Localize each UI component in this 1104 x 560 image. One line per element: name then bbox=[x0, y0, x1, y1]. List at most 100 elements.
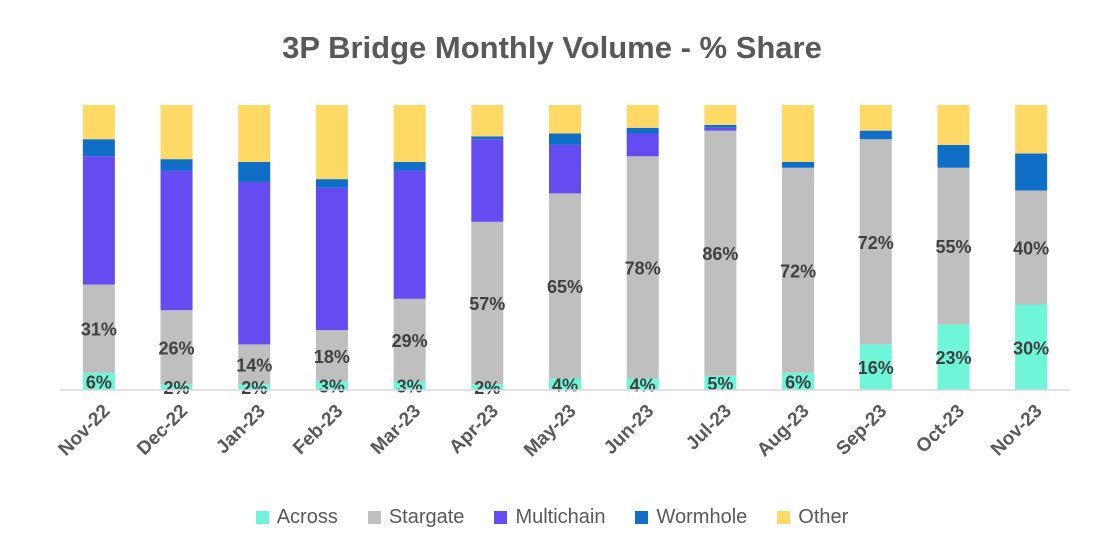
data-label-across-jun-23: 4% bbox=[630, 375, 656, 395]
data-label-stargate-jun-23: 78% bbox=[625, 258, 661, 278]
bar-across-feb-23 bbox=[315, 381, 348, 390]
bar-across-aug-23 bbox=[782, 372, 815, 390]
bar-wormhole-mar-23 bbox=[393, 162, 426, 171]
x-tick-label: Jan-23 bbox=[212, 401, 269, 458]
bar-other-mar-23 bbox=[393, 105, 426, 162]
bar-other-may-23 bbox=[549, 105, 581, 134]
x-tick-label: Mar-23 bbox=[367, 401, 425, 459]
bar-stargate-jul-23 bbox=[704, 130, 737, 376]
data-label-across-aug-23: 6% bbox=[785, 372, 811, 392]
bar-across-mar-23 bbox=[393, 381, 426, 390]
bar-stargate-feb-23 bbox=[315, 330, 348, 382]
bar-across-jul-23 bbox=[704, 375, 737, 390]
legend-item-stargate: Stargate bbox=[367, 506, 465, 529]
bar-across-dec-22 bbox=[160, 384, 193, 390]
bar-other-sep-23 bbox=[859, 105, 892, 131]
bar-across-apr-23 bbox=[471, 384, 504, 390]
data-label-across-mar-23: 3% bbox=[397, 377, 423, 397]
bar-other-oct-23 bbox=[937, 105, 970, 145]
data-label-stargate-sep-23: 72% bbox=[858, 233, 894, 253]
bar-multichain-jan-23 bbox=[238, 181, 271, 345]
bar-wormhole-aug-23 bbox=[782, 162, 815, 168]
data-label-stargate-nov-22: 31% bbox=[81, 320, 117, 340]
data-label-across-oct-23: 23% bbox=[935, 348, 971, 368]
bar-across-sep-23 bbox=[859, 344, 892, 390]
data-label-across-jul-23: 5% bbox=[707, 374, 733, 394]
bar-across-nov-23 bbox=[1015, 304, 1048, 390]
data-label-stargate-aug-23: 72% bbox=[780, 261, 816, 281]
bar-stargate-sep-23 bbox=[859, 139, 892, 345]
data-label-stargate-jul-23: 86% bbox=[702, 244, 738, 264]
bar-across-jan-23 bbox=[238, 384, 271, 390]
bar-wormhole-jun-23 bbox=[626, 127, 659, 134]
bar-multichain-jul-23 bbox=[704, 127, 737, 131]
bar-multichain-apr-23 bbox=[471, 139, 504, 222]
x-tick-label: Dec-22 bbox=[133, 401, 192, 460]
legend-label-multichain: Multichain bbox=[515, 506, 606, 528]
bar-wormhole-jul-23 bbox=[704, 124, 737, 128]
x-tick-label: May-23 bbox=[520, 401, 580, 461]
data-label-stargate-may-23: 65% bbox=[547, 277, 583, 297]
x-tick-label: Nov-22 bbox=[55, 401, 115, 461]
data-label-across-feb-23: 3% bbox=[319, 377, 345, 397]
bar-wormhole-dec-22 bbox=[160, 159, 193, 171]
bar-multichain-jun-23 bbox=[626, 133, 659, 157]
bar-wormhole-apr-23 bbox=[471, 136, 504, 140]
bar-across-may-23 bbox=[549, 378, 581, 390]
bar-multichain-feb-23 bbox=[315, 187, 348, 331]
x-tick-label: Jun-23 bbox=[600, 401, 658, 459]
legend-item-multichain: Multichain bbox=[494, 506, 605, 529]
bar-stargate-jan-23 bbox=[238, 344, 271, 385]
bar-stargate-may-23 bbox=[549, 193, 581, 379]
data-label-across-dec-22: 2% bbox=[164, 378, 190, 398]
legend-swatch-other bbox=[777, 511, 791, 524]
legend-label-other: Other bbox=[798, 506, 849, 528]
legend-item-across: Across bbox=[255, 506, 338, 529]
data-label-across-jan-23: 2% bbox=[241, 378, 267, 398]
x-tick-label: Nov-23 bbox=[987, 401, 1047, 461]
bar-other-jan-23 bbox=[238, 105, 271, 162]
bar-other-jul-23 bbox=[704, 105, 737, 125]
bar-across-nov-22 bbox=[82, 372, 115, 390]
bar-other-nov-22 bbox=[82, 105, 115, 140]
data-label-stargate-feb-23: 18% bbox=[314, 347, 350, 367]
data-label-across-apr-23: 2% bbox=[474, 378, 500, 398]
x-tick-label: Apr-23 bbox=[445, 401, 502, 458]
x-tick-label: Aug-23 bbox=[753, 401, 813, 461]
legend-swatch-stargate bbox=[367, 511, 381, 524]
data-label-across-may-23: 4% bbox=[552, 375, 578, 395]
bar-wormhole-may-23 bbox=[549, 133, 581, 145]
bar-other-apr-23 bbox=[471, 105, 504, 137]
x-tick-label: Jul-23 bbox=[682, 401, 736, 455]
data-label-stargate-mar-23: 29% bbox=[392, 331, 428, 351]
x-tick-label: Feb-23 bbox=[289, 401, 347, 459]
bar-wormhole-oct-23 bbox=[937, 144, 970, 168]
legend-label-stargate: Stargate bbox=[388, 506, 465, 528]
bar-stargate-nov-22 bbox=[82, 284, 115, 373]
bar-stargate-mar-23 bbox=[393, 298, 426, 382]
bar-across-jun-23 bbox=[626, 378, 659, 390]
bar-wormhole-nov-22 bbox=[82, 139, 115, 157]
data-label-across-sep-23: 16% bbox=[858, 358, 894, 378]
bar-stargate-oct-23 bbox=[937, 167, 970, 325]
chart-title: 3P Bridge Monthly Volume - % Share bbox=[282, 30, 822, 65]
x-tick-label: Oct-23 bbox=[912, 401, 969, 458]
bar-stargate-apr-23 bbox=[471, 221, 504, 385]
legend-swatch-across bbox=[255, 511, 269, 524]
chart-legend: Across Stargate Multichain Wormhole Othe… bbox=[0, 506, 1104, 529]
data-label-across-nov-22: 6% bbox=[86, 372, 112, 392]
legend-swatch-wormhole bbox=[635, 511, 649, 524]
bar-across-oct-23 bbox=[937, 324, 970, 390]
bar-wormhole-nov-23 bbox=[1015, 153, 1048, 191]
bar-other-dec-22 bbox=[160, 105, 193, 160]
bar-other-jun-23 bbox=[626, 105, 659, 128]
data-label-stargate-nov-23: 40% bbox=[1013, 239, 1049, 259]
data-label-stargate-dec-22: 26% bbox=[159, 338, 195, 358]
legend-item-wormhole: Wormhole bbox=[635, 506, 747, 529]
bar-other-aug-23 bbox=[782, 105, 815, 162]
bar-multichain-mar-23 bbox=[393, 170, 426, 299]
legend-swatch-multichain bbox=[494, 511, 508, 524]
legend-label-wormhole: Wormhole bbox=[656, 506, 748, 528]
data-label-across-nov-23: 30% bbox=[1013, 338, 1049, 358]
stacked-bar-chart: 6% 31% Nov-22 2% 26% Dec-22 2% 14% Jan-23 3% 18% Fe… bbox=[55, 105, 1070, 461]
